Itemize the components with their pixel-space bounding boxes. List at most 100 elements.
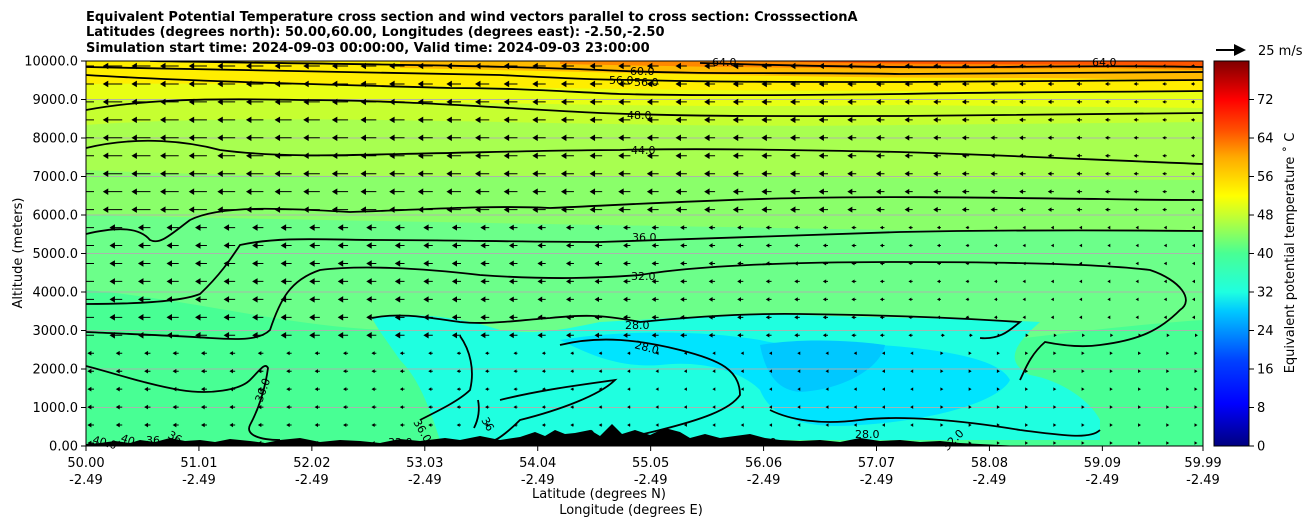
wind-vector: [818, 206, 828, 213]
wind-vector: [1076, 117, 1083, 123]
wind-vector: [822, 315, 828, 320]
wind-vector: [712, 441, 716, 445]
wind-vector: [446, 170, 461, 177]
wind-vector: [1162, 135, 1167, 140]
wind-vector: [456, 369, 461, 373]
wind-vector: [337, 332, 349, 339]
wind-vector: [286, 351, 292, 356]
colorbar-tick-label: 8: [1257, 401, 1265, 416]
wind-vector: [371, 405, 377, 410]
wind-vector: [166, 332, 179, 339]
contour-64: [699, 62, 1203, 69]
wind-vector: [1192, 315, 1195, 320]
wind-vector: [769, 423, 773, 427]
wind-vector: [881, 405, 885, 409]
wind-vector: [166, 260, 179, 267]
wind-vector: [1190, 153, 1195, 158]
wind-vector: [144, 440, 151, 446]
wind-vector: [565, 332, 574, 339]
wind-vector: [1192, 225, 1195, 230]
wind-vector: [794, 225, 800, 230]
wind-vector: [879, 333, 885, 338]
wind-vector: [1109, 441, 1113, 445]
wind-vector: [646, 134, 659, 142]
wind-vector: [1190, 171, 1195, 176]
wind-vector: [1047, 207, 1054, 212]
contour-60: [149, 61, 1203, 75]
wind-vector: [109, 314, 123, 321]
wind-vector: [797, 405, 801, 409]
wind-vector: [1047, 117, 1054, 123]
y-tick-label: 2000.0: [33, 363, 79, 378]
wind-vector: [1053, 351, 1057, 356]
wind-vector: [217, 116, 236, 124]
wind-vector: [532, 170, 546, 177]
wind-vector: [314, 369, 320, 374]
wind-vector: [875, 116, 885, 123]
wind-vector: [818, 188, 828, 195]
wind-vector: [160, 98, 179, 106]
wind-vector: [623, 260, 631, 267]
wind-vector: [87, 404, 94, 410]
wind-vector: [847, 80, 857, 87]
wind-vector: [1195, 333, 1198, 338]
wind-vector: [1162, 82, 1167, 86]
wind-vector: [1135, 297, 1139, 302]
wind-vector: [737, 243, 744, 248]
wind-vector: [655, 387, 659, 391]
wind-vector: [389, 80, 405, 88]
wind-vector: [399, 423, 405, 427]
wind-vector: [86, 332, 94, 339]
wind-vector: [399, 369, 405, 374]
wind-vector: [475, 98, 490, 106]
contour-28-a: [371, 312, 1023, 340]
wind-vector: [1047, 153, 1054, 159]
wind-vector: [532, 188, 546, 195]
wind-vector: [560, 116, 574, 124]
wind-vector: [1047, 135, 1054, 141]
wind-vector: [1076, 189, 1083, 194]
wind-vector: [160, 62, 179, 70]
x-tick-label-lat: 51.01: [180, 456, 217, 471]
wind-vector: [961, 63, 970, 69]
wind-vector: [366, 278, 377, 285]
wind-vector: [853, 387, 857, 391]
wind-vector: [623, 242, 631, 249]
colorbar-label: Equivalent potential temperature ˚ C: [1282, 133, 1298, 374]
wind-vector: [446, 152, 461, 160]
wind-vector: [389, 116, 405, 124]
wind-vector: [480, 278, 490, 285]
wind-vector: [875, 170, 885, 177]
wind-vector: [309, 260, 320, 267]
colorbar-tick-label: 72: [1257, 93, 1274, 108]
wind-vector: [331, 152, 349, 160]
colorbar-tick-label: 16: [1257, 363, 1274, 378]
wind-vector: [245, 98, 264, 106]
wind-vector: [366, 224, 377, 231]
wind-vector: [451, 332, 461, 339]
wind-vector: [996, 441, 1000, 445]
wind-vector: [475, 62, 490, 70]
wind-vector: [131, 152, 151, 160]
wind-vector: [1047, 99, 1054, 105]
wind-vector: [847, 116, 857, 123]
wind-vector: [1166, 441, 1170, 445]
wind-vector: [933, 81, 941, 87]
wind-vector: [847, 62, 857, 70]
wind-vector: [1105, 63, 1111, 69]
x-tick-label-lon: -2.49: [408, 473, 442, 488]
wind-vector: [627, 351, 631, 356]
wind-vector: [1166, 333, 1170, 338]
wind-vector: [389, 134, 405, 142]
wind-vector: [933, 135, 941, 141]
wind-vector: [683, 369, 687, 373]
wind-vector: [360, 152, 377, 160]
x-tick-label-lat: 57.07: [858, 456, 895, 471]
wind-vector: [910, 441, 914, 445]
wind-vector: [314, 440, 320, 446]
wind-vector: [144, 422, 151, 428]
wind-vector: [589, 98, 603, 106]
wind-vector: [188, 206, 207, 213]
wind-vector: [394, 242, 405, 249]
wind-vector: [910, 387, 914, 391]
